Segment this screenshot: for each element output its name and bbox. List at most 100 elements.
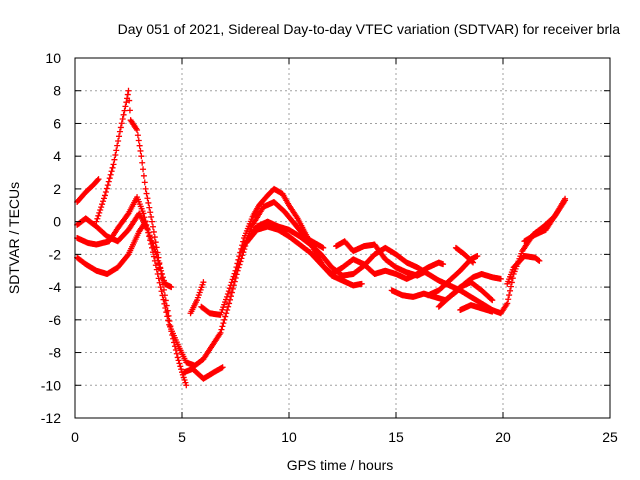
y-tick-label: 2 bbox=[53, 181, 61, 197]
data-point bbox=[152, 262, 159, 269]
y-tick-label: 0 bbox=[53, 214, 61, 230]
data-point bbox=[142, 218, 149, 225]
y-tick-label: 8 bbox=[53, 83, 61, 99]
data-point bbox=[134, 127, 141, 133]
data-point bbox=[146, 232, 153, 239]
y-tick-label: -12 bbox=[41, 410, 61, 426]
series-track-e bbox=[93, 87, 190, 389]
data-point bbox=[166, 317, 173, 324]
data-point bbox=[98, 204, 105, 211]
data-point bbox=[175, 357, 182, 364]
y-tick-label: -8 bbox=[49, 345, 62, 361]
data-point bbox=[136, 142, 143, 149]
data-point bbox=[146, 204, 153, 211]
x-tick-label: 10 bbox=[281, 429, 297, 445]
data-point bbox=[233, 264, 240, 271]
data-point bbox=[149, 218, 156, 225]
data-point bbox=[489, 308, 496, 315]
data-point bbox=[149, 240, 156, 247]
series-track-r bbox=[521, 195, 569, 245]
data-point bbox=[171, 339, 178, 346]
data-point bbox=[168, 284, 175, 291]
data-point bbox=[154, 249, 161, 256]
data-point bbox=[99, 201, 106, 208]
data-point bbox=[124, 252, 131, 259]
data-point bbox=[177, 363, 184, 370]
data-point bbox=[158, 270, 165, 277]
data-point bbox=[108, 168, 115, 175]
data-point bbox=[220, 320, 227, 327]
data-point bbox=[109, 164, 116, 171]
data-point bbox=[469, 258, 476, 265]
data-point bbox=[121, 107, 128, 114]
data-point bbox=[94, 177, 101, 184]
data-point bbox=[562, 195, 569, 202]
x-tick-label: 0 bbox=[71, 429, 79, 445]
data-point bbox=[126, 107, 133, 114]
data-point bbox=[172, 346, 179, 353]
data-point bbox=[116, 133, 123, 140]
axis-ticks: 0 5 10 15 20 25 -12 -10 -8 -6 -4 -2 0 2 4 6 8 10 bbox=[41, 50, 618, 445]
data-point bbox=[183, 382, 190, 389]
series-track-q bbox=[504, 253, 543, 287]
data-point bbox=[97, 207, 104, 213]
data-point bbox=[101, 192, 108, 199]
data-point bbox=[535, 257, 542, 264]
data-point bbox=[224, 291, 231, 297]
data-point bbox=[138, 153, 145, 160]
data-point bbox=[124, 211, 131, 218]
data-point bbox=[217, 329, 224, 336]
data-point bbox=[110, 161, 117, 168]
data-point bbox=[145, 199, 152, 206]
data-point bbox=[124, 91, 131, 98]
y-tick-label: 10 bbox=[45, 50, 61, 66]
data-point bbox=[223, 310, 230, 317]
data-point bbox=[488, 296, 495, 303]
data-point bbox=[162, 297, 169, 304]
data-point bbox=[227, 282, 234, 289]
y-tick-label: 6 bbox=[53, 115, 61, 131]
series-track-p bbox=[457, 302, 496, 315]
data-point bbox=[150, 243, 157, 250]
data-point bbox=[147, 235, 154, 241]
data-point bbox=[149, 223, 156, 230]
data-point bbox=[508, 279, 515, 286]
data-point bbox=[94, 215, 101, 222]
data-point bbox=[234, 260, 241, 267]
x-axis-label: GPS time / hours bbox=[287, 457, 394, 473]
data-point bbox=[159, 276, 166, 283]
data-point bbox=[506, 292, 513, 299]
y-tick-label: 4 bbox=[53, 148, 61, 164]
data-point bbox=[225, 288, 232, 295]
data-point bbox=[160, 281, 167, 288]
data-point bbox=[420, 269, 427, 276]
data-point bbox=[536, 257, 543, 264]
data-point bbox=[117, 124, 124, 131]
data-point bbox=[174, 354, 181, 361]
data-point bbox=[440, 261, 447, 268]
data-point bbox=[167, 323, 174, 330]
y-axis-label: SDTVAR / TECUs bbox=[6, 182, 22, 294]
data-point bbox=[157, 265, 164, 272]
y-tick-label: -2 bbox=[49, 246, 62, 262]
data-point bbox=[235, 256, 242, 263]
data-point bbox=[148, 237, 155, 244]
data-point bbox=[115, 137, 122, 144]
data-point bbox=[229, 276, 236, 283]
data-point bbox=[122, 103, 129, 110]
data-point bbox=[140, 166, 147, 173]
data-point bbox=[101, 195, 108, 202]
data-point bbox=[200, 279, 207, 286]
data-point bbox=[140, 172, 147, 179]
data-point bbox=[163, 302, 170, 309]
data-point bbox=[95, 176, 102, 183]
series-track-k bbox=[333, 238, 427, 279]
data-point bbox=[118, 120, 125, 127]
data-point bbox=[125, 87, 132, 94]
data-point bbox=[105, 178, 112, 185]
data-point bbox=[116, 128, 123, 135]
data-point bbox=[93, 218, 100, 225]
series-track-f bbox=[181, 364, 226, 382]
